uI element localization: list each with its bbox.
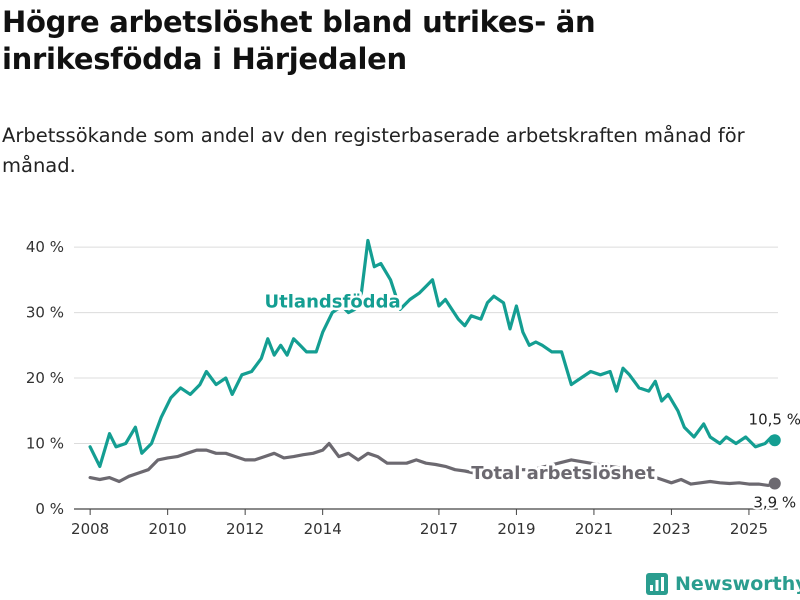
x-tick-label: 2019 (497, 520, 535, 538)
x-tick-label: 2010 (149, 520, 187, 538)
y-tick-label: 0 % (35, 500, 64, 518)
series-label: Total arbetslöshet (471, 463, 655, 484)
series-end-marker (768, 477, 781, 490)
y-tick-label: 10 % (26, 435, 64, 453)
brand-badge[interactable]: Newsworthy (645, 570, 800, 598)
end-value-label: 10,5 % (749, 410, 800, 428)
y-tick-label: 20 % (26, 369, 64, 387)
x-tick-label: 2012 (226, 520, 264, 538)
series-end-marker (768, 434, 781, 447)
series-line (88, 238, 777, 468)
x-tick-label: 2025 (730, 520, 768, 538)
y-tick-label: 40 % (26, 238, 64, 256)
end-value-label: 3,9 % (753, 493, 796, 511)
x-tick-label: 2008 (71, 520, 109, 538)
x-tick-label: 2014 (304, 520, 342, 538)
brand-name: Newsworthy (675, 573, 800, 595)
newsworthy-logo-icon (646, 573, 668, 595)
series-line (88, 441, 777, 487)
chart-title: Högre arbetslöshet bland utrikes- än inr… (2, 5, 596, 76)
chart-subtitle: Arbetssökande som andel av den registerb… (2, 124, 745, 177)
x-tick-label: 2023 (652, 520, 690, 538)
series-label: Utlandsfödda (265, 291, 401, 312)
y-tick-label: 30 % (26, 304, 64, 322)
x-tick-label: 2017 (420, 520, 458, 538)
x-tick-label: 2021 (575, 520, 613, 538)
